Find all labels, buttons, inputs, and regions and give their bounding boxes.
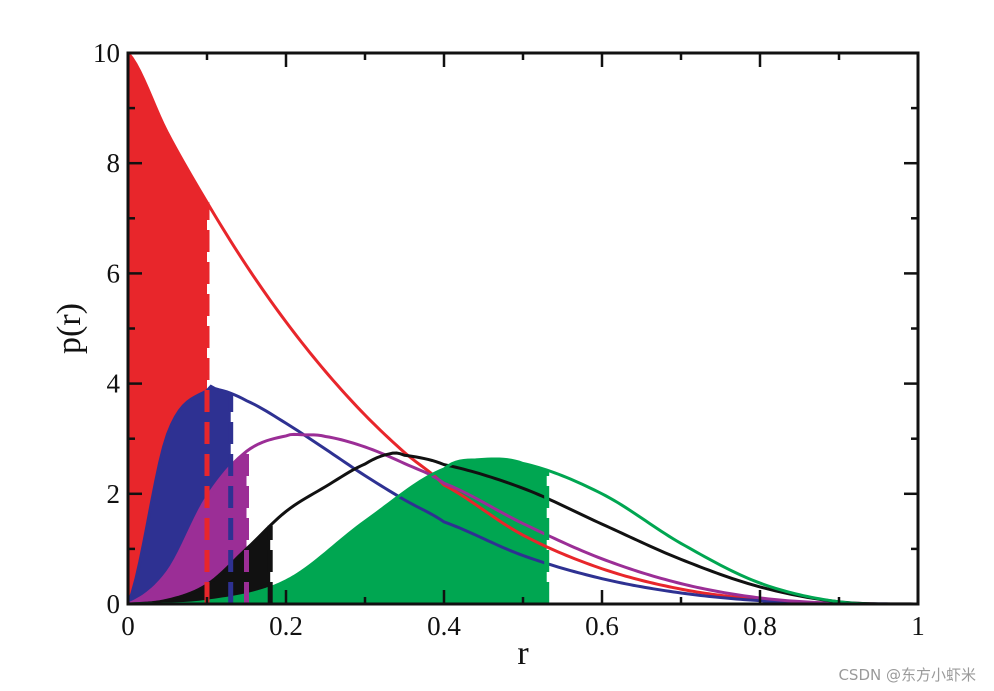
y-tick-label: 4 xyxy=(107,369,121,399)
series-curves xyxy=(126,52,919,606)
y-tick-label: 6 xyxy=(107,258,121,288)
series-5-fill xyxy=(128,458,547,604)
series-3-fill xyxy=(128,451,247,604)
x-tick-label: 0.6 xyxy=(585,611,619,641)
y-axis-label: p(r) xyxy=(51,303,88,354)
series-4-curve xyxy=(127,451,919,606)
x-tick-label: 0 xyxy=(121,611,135,641)
y-tick-label: 10 xyxy=(93,38,120,68)
axis-ticks xyxy=(126,51,920,606)
y-tick-label: 2 xyxy=(107,479,121,509)
filled-areas xyxy=(128,53,547,604)
x-tick-label: 1 xyxy=(911,611,925,641)
series-4-fill xyxy=(128,525,271,604)
series-5-curve xyxy=(127,457,919,606)
x-tick-label: 0.4 xyxy=(427,611,461,641)
y-tick-label: 8 xyxy=(107,148,121,178)
x-tick-label: 0.2 xyxy=(269,611,303,641)
series-3-curve xyxy=(127,432,919,606)
median-markers xyxy=(204,202,550,604)
y-tick-label: 0 xyxy=(107,589,121,619)
x-axis-label: r xyxy=(517,635,529,672)
watermark: CSDN @东方小虾米 xyxy=(838,666,976,684)
x-tick-label: 0.8 xyxy=(743,611,777,641)
